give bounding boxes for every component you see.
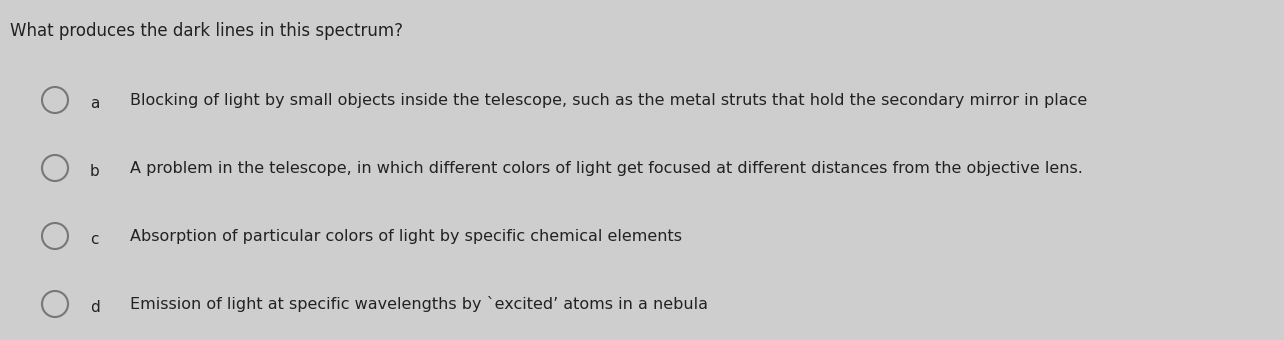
- Text: a: a: [90, 97, 99, 112]
- Text: d: d: [90, 301, 100, 316]
- Text: b: b: [90, 165, 100, 180]
- Text: Blocking of light by small objects inside the telescope, such as the metal strut: Blocking of light by small objects insid…: [130, 92, 1088, 107]
- Text: What produces the dark lines in this spectrum?: What produces the dark lines in this spe…: [10, 22, 403, 40]
- Text: A problem in the telescope, in which different colors of light get focused at di: A problem in the telescope, in which dif…: [130, 160, 1082, 175]
- Text: Emission of light at specific wavelengths by `excited’ atoms in a nebula: Emission of light at specific wavelength…: [130, 296, 707, 312]
- Text: c: c: [90, 233, 99, 248]
- Text: Absorption of particular colors of light by specific chemical elements: Absorption of particular colors of light…: [130, 228, 682, 243]
